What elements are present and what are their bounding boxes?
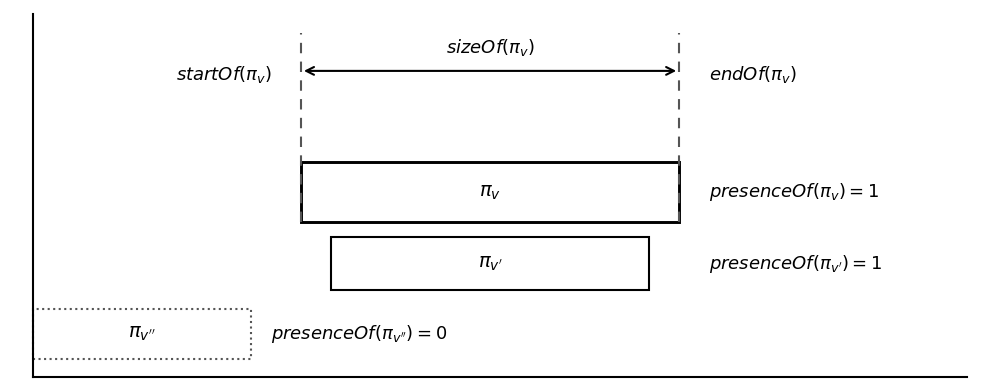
Text: $presenceOf(\pi_{v'}) = 1$: $presenceOf(\pi_{v'}) = 1$ (709, 253, 882, 275)
Text: $startOf(\pi_v)$: $startOf(\pi_v)$ (176, 64, 271, 85)
Text: $endOf(\pi_v)$: $endOf(\pi_v)$ (709, 64, 797, 85)
Text: $\pi_v$: $\pi_v$ (479, 182, 501, 202)
FancyBboxPatch shape (301, 162, 679, 222)
FancyBboxPatch shape (331, 237, 649, 290)
Text: $presenceOf(\pi_{v''}) = 0$: $presenceOf(\pi_{v''}) = 0$ (271, 323, 447, 345)
FancyBboxPatch shape (33, 310, 251, 359)
Text: $sizeOf(\pi_v)$: $sizeOf(\pi_v)$ (446, 37, 534, 58)
Text: $\pi_{v'}$: $\pi_{v'}$ (478, 255, 503, 273)
Text: $\pi_{v''}$: $\pi_{v''}$ (128, 324, 156, 343)
Text: $presenceOf(\pi_v) = 1$: $presenceOf(\pi_v) = 1$ (709, 181, 879, 203)
